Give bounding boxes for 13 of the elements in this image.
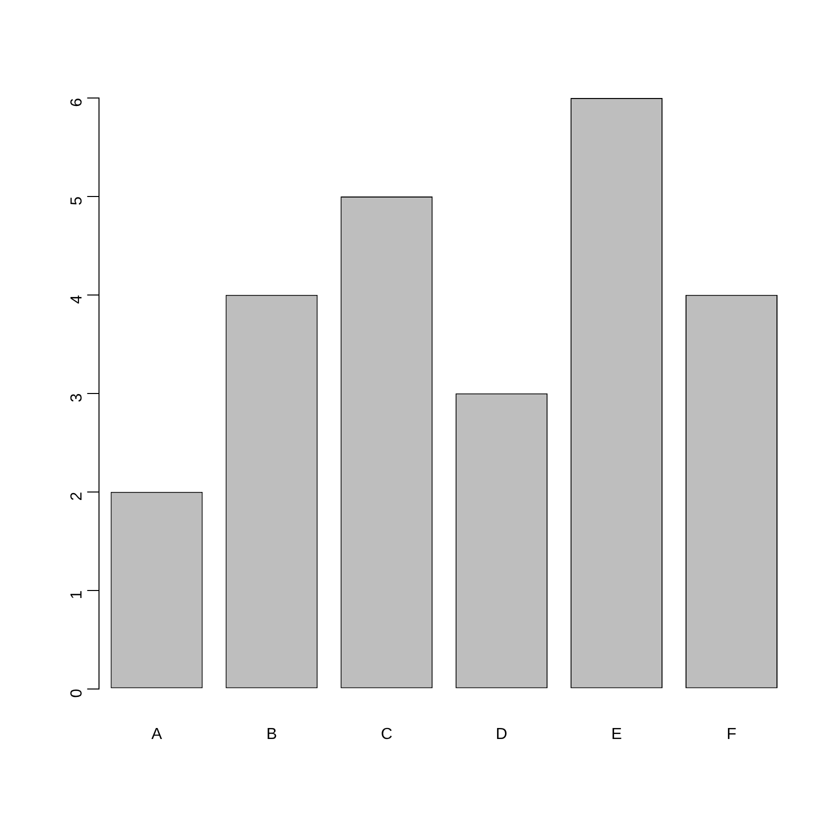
y-tick-label: 4 xyxy=(68,294,86,304)
x-tick-label: E xyxy=(611,726,622,743)
x-tick-label: C xyxy=(380,726,392,743)
y-tick-label: 1 xyxy=(68,590,86,600)
x-tick-label: B xyxy=(266,726,277,743)
y-tick-label: 2 xyxy=(68,492,86,501)
x-tick-label: F xyxy=(726,726,737,743)
y-tick-label: 6 xyxy=(68,98,86,107)
y-tick-label: 5 xyxy=(68,196,86,206)
y-tick-label: 3 xyxy=(68,393,86,402)
x-tick-label: D xyxy=(496,726,508,743)
y-tick-label: 0 xyxy=(68,688,86,698)
x-tick-label: A xyxy=(151,726,162,743)
